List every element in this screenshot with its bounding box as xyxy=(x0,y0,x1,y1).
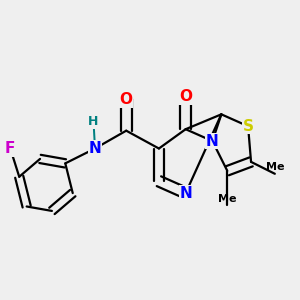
Text: N: N xyxy=(206,134,219,148)
Text: N: N xyxy=(179,186,192,201)
Text: S: S xyxy=(243,119,254,134)
Text: H: H xyxy=(88,115,99,128)
Text: Me: Me xyxy=(218,194,236,203)
Text: F: F xyxy=(5,141,16,156)
Text: O: O xyxy=(179,89,192,104)
Text: N: N xyxy=(88,141,101,156)
Text: Me: Me xyxy=(266,162,284,172)
Text: O: O xyxy=(120,92,133,107)
